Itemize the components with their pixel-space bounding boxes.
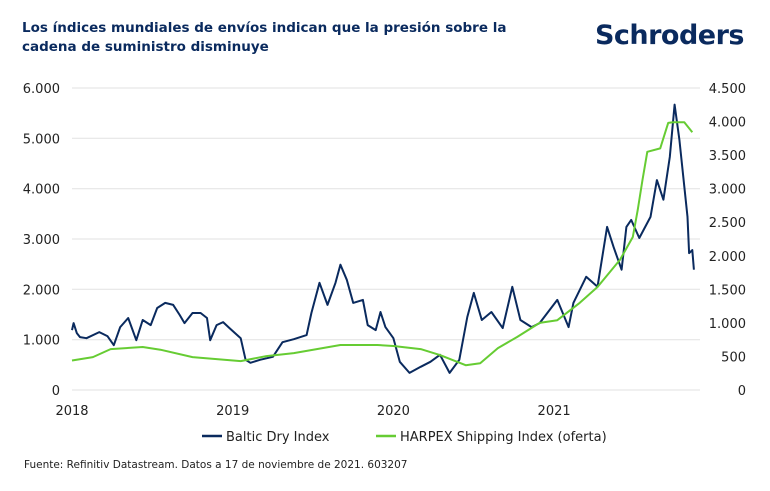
legend: Baltic Dry Index HARPEX Shipping Index (… — [202, 430, 607, 445]
legend-label-harpex: HARPEX Shipping Index (oferta) — [400, 430, 607, 445]
x-tick-label: 2021 — [538, 404, 571, 419]
y-left-tick-label: 6.000 — [23, 82, 60, 97]
y-left-tick-label: 3.000 — [23, 233, 60, 248]
y-left-tick-label: 1.000 — [23, 334, 60, 349]
x-tick-label: 2018 — [55, 404, 88, 419]
y-right-tick-label: 3.000 — [709, 183, 746, 198]
y-right-tick-label: 4.000 — [709, 116, 746, 131]
y-right-tick-label: 3.500 — [709, 149, 746, 164]
series-line-baltic — [71, 103, 695, 374]
y-right-tick-label: 2.500 — [709, 216, 746, 231]
y-right-tick-label: 1.000 — [709, 317, 746, 332]
y-right-tick-label: 1.500 — [709, 283, 746, 298]
y-left-tick-label: 5.000 — [23, 132, 60, 147]
y-left-tick-label: 0 — [52, 384, 60, 399]
y-left-tick-label: 2.000 — [23, 283, 60, 298]
chart-title: Los índices mundiales de envíos indican … — [22, 20, 507, 55]
y-right-tick-label: 4.500 — [709, 82, 746, 97]
source-note: Fuente: Refinitiv Datastream. Datos a 17… — [24, 459, 408, 471]
y-right-tick-label: 500 — [721, 350, 746, 365]
x-tick-label: 2019 — [216, 404, 249, 419]
y-right-tick-label: 2.000 — [709, 250, 746, 265]
schroders-logo: Schroders — [594, 20, 745, 51]
series-line-harpex — [71, 121, 694, 367]
y-left-tick-label: 4.000 — [23, 183, 60, 198]
y-right-tick-label: 0 — [738, 384, 746, 399]
x-tick-label: 2020 — [377, 404, 410, 419]
legend-label-baltic: Baltic Dry Index — [226, 430, 330, 445]
